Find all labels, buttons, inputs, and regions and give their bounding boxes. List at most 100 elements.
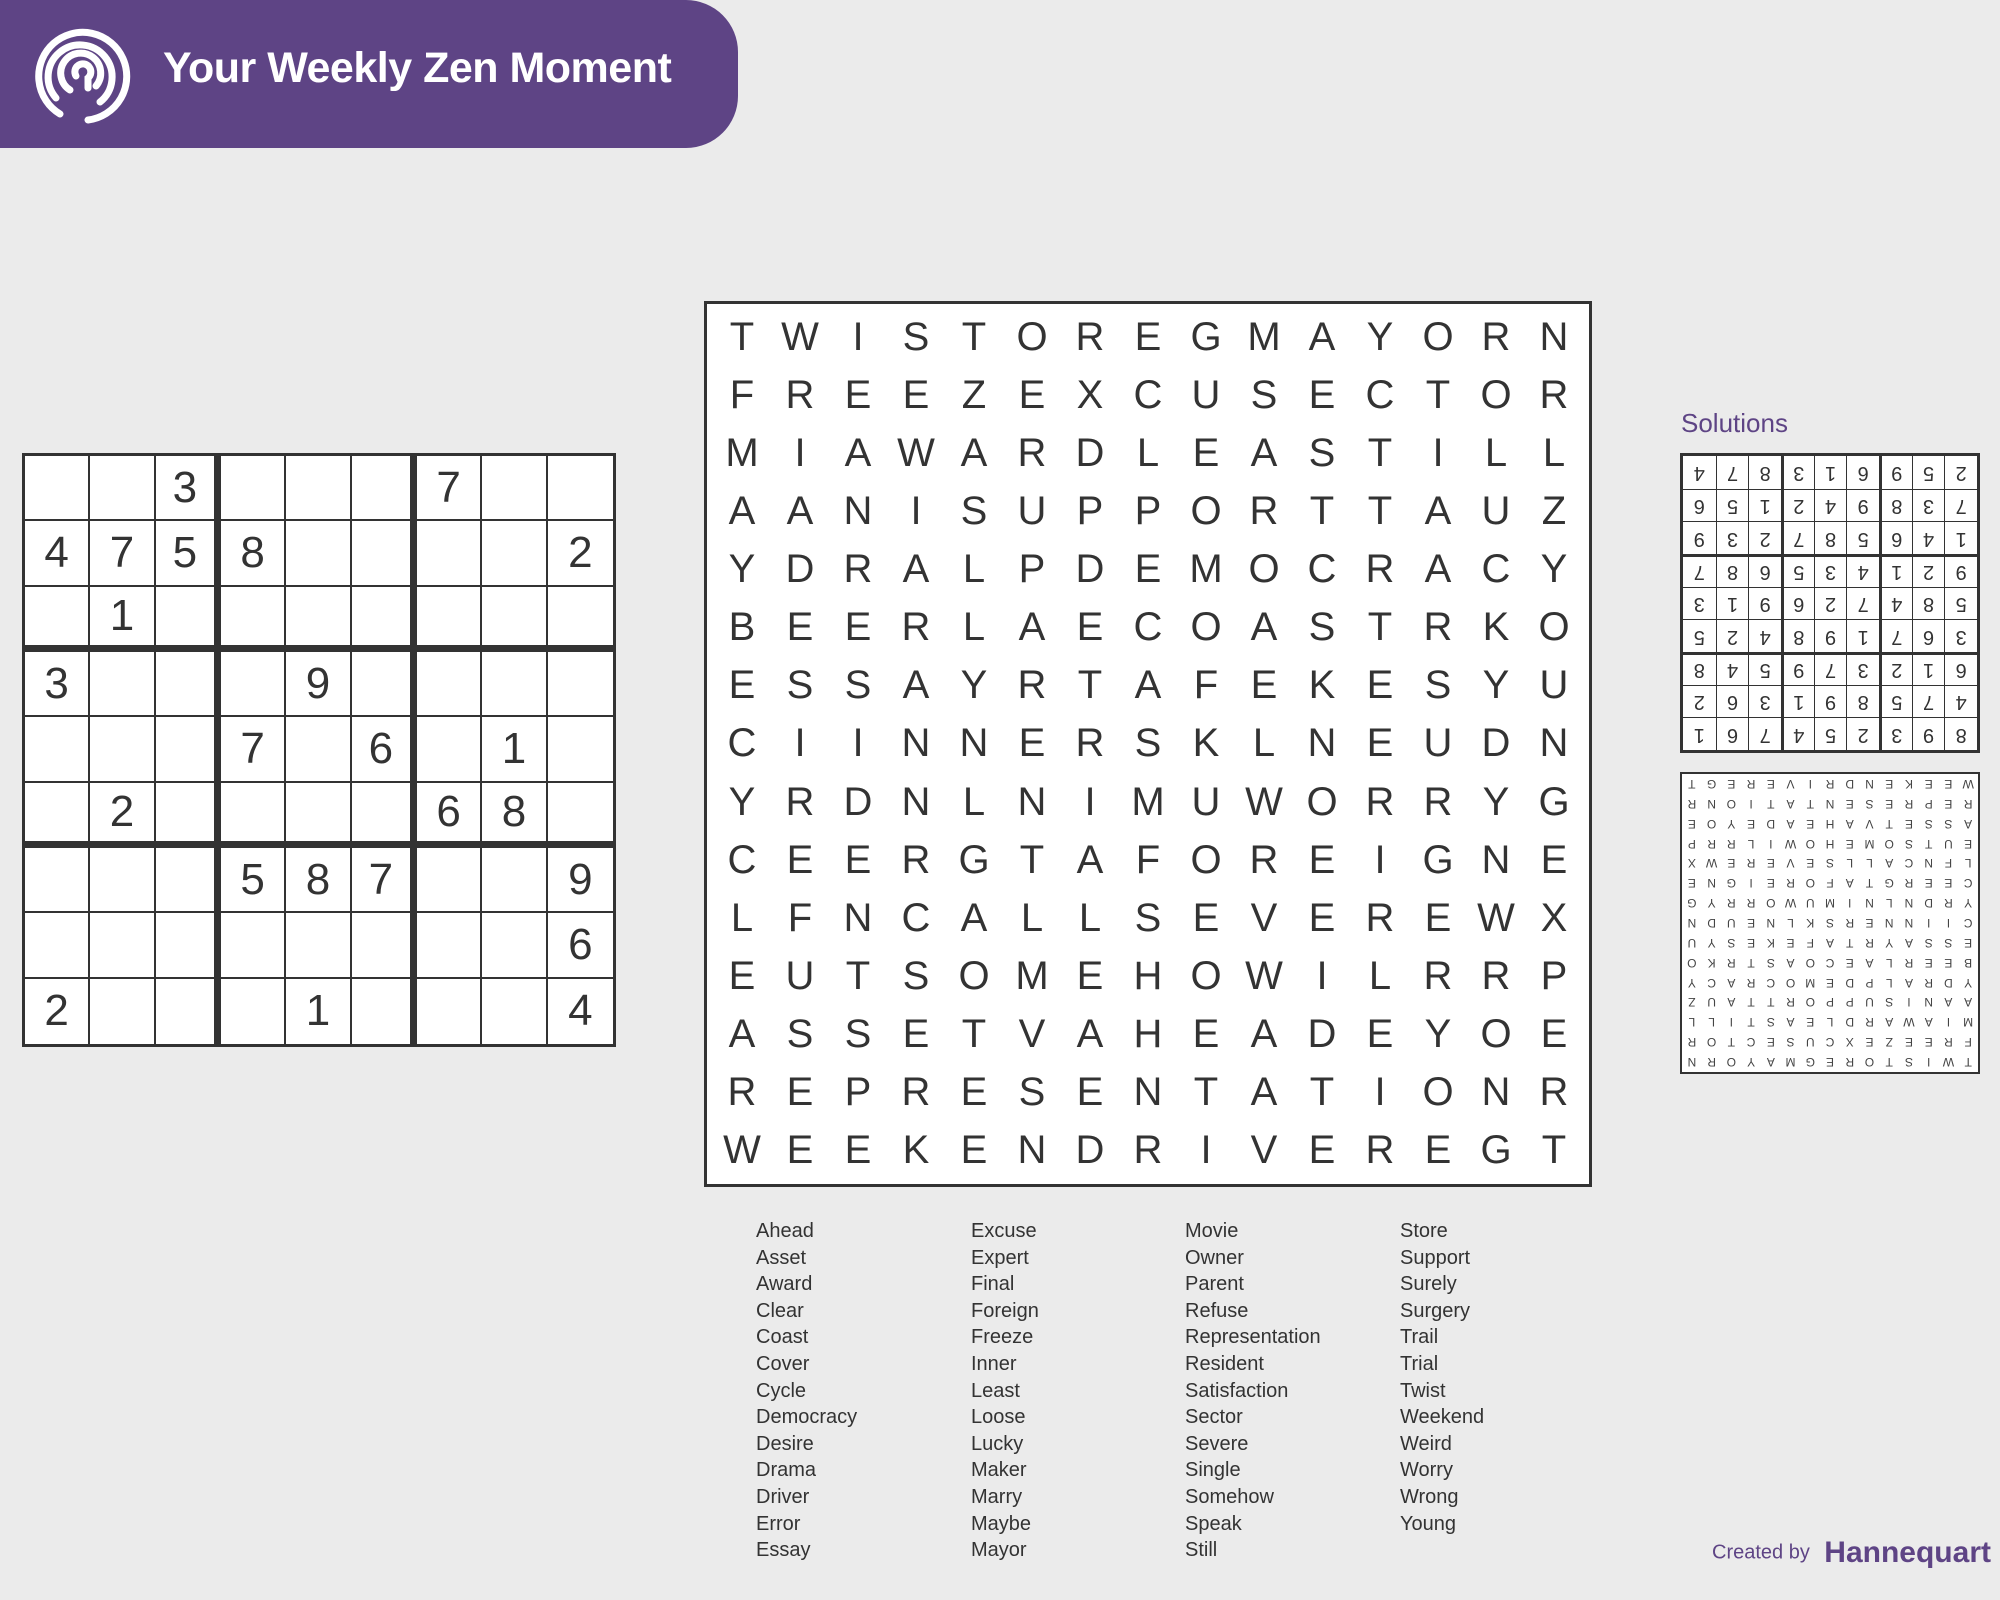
letter-cell: O [1480,1012,1512,1057]
letter-cell: E [1018,372,1046,417]
letter-cell: K [1806,916,1815,931]
sudoku-cell: 6 [1944,652,1977,685]
sudoku-cell [482,652,548,718]
letter-cell: L [730,895,754,940]
solutions-heading: Solutions [1681,408,1788,438]
letter-cell: E [1964,935,1973,950]
sudoku-cell [286,456,352,522]
letter-cell: O [1805,955,1815,970]
letter-cell: E [1308,372,1336,417]
sudoku-cell [90,913,156,979]
letter-cell: T [1925,836,1933,851]
word-list-item: Freeze [971,1326,1034,1349]
letter-cell: E [1192,895,1220,940]
letter-cell: T [1367,488,1393,533]
letter-cell: H [1133,1012,1163,1057]
word-list-item: Essay [756,1539,811,1562]
brand-logo: Hannequart [1824,1536,1991,1569]
letter-cell: S [1766,1015,1775,1030]
sudoku-cell [482,521,548,587]
letter-cell: T [1747,1015,1755,1030]
sudoku-cell [90,652,156,718]
sudoku-cell [155,848,221,914]
word-list-item: Expert [971,1246,1029,1269]
sudoku-cell: 1 [1715,586,1749,620]
word-list-item: Loose [971,1406,1026,1429]
letter-cell: A [1727,975,1736,990]
letter-cell: F [1944,856,1953,871]
letter-cell: T [845,954,871,999]
sudoku-cell: 4 [1911,521,1945,554]
letter-cell: A [1766,1055,1775,1070]
sudoku-cell: 2 [1846,717,1879,750]
letter-cell: E [1826,975,1835,990]
sudoku-cell: 1 [1944,521,1977,554]
letter-cell: E [1076,954,1104,999]
letter-cell: A [1076,1012,1104,1057]
sudoku-cell: 8 [1748,456,1781,489]
letter-cell: E [1944,796,1953,811]
letter-cell: S [1018,1070,1046,1115]
letter-cell: I [1200,1128,1212,1173]
letter-cell: T [1541,1128,1567,1173]
letter-cell: N [843,895,873,940]
letter-cell: A [1904,935,1913,950]
letter-cell: D [1845,776,1855,791]
sudoku-cell: 3 [25,652,91,718]
letter-cell: A [1944,995,1953,1010]
word-list-item: Representation [1185,1326,1321,1349]
word-list-item: Inner [971,1352,1017,1375]
letter-cell: C [1133,372,1163,417]
letter-cell: O [1706,816,1717,831]
sudoku-cell: 5 [1813,717,1847,750]
letter-cell: A [1885,1015,1894,1030]
letter-cell: R [1904,796,1914,811]
letter-cell: R [1481,314,1511,359]
letter-cell: B [1964,955,1973,970]
word-list-item: Young [1400,1512,1456,1535]
letter-cell: W [1962,776,1974,791]
letter-cell: A [728,1012,756,1057]
letter-cell: T [1019,837,1045,882]
letter-cell: O [1422,1070,1454,1115]
page-title: Your Weekly Zen Moment [163,44,672,92]
sudoku-cell [351,456,417,522]
word-list-item: Refuse [1185,1299,1249,1322]
letter-cell: R [1845,1055,1855,1070]
letter-cell: E [1747,916,1756,931]
letter-cell: O [1884,836,1894,851]
letter-cell: E [1308,837,1336,882]
letter-cell: B [728,605,756,650]
sudoku-cell: 6 [1683,488,1716,522]
letter-cell: A [1727,995,1736,1010]
sudoku-cell: 8 [221,521,287,587]
sudoku-cell: 8 [1683,652,1716,685]
letter-cell: R [1727,896,1736,911]
letter-cell: R [1423,605,1453,650]
letter-cell: E [1904,816,1913,831]
letter-cell: X [1845,1035,1854,1050]
letter-cell: D [1075,430,1105,475]
letter-cell: M [1015,954,1049,999]
letter-cell: E [1944,776,1953,791]
letter-cell: D [1707,916,1716,931]
letter-cell: E [1865,916,1874,931]
letter-cell: U [1687,935,1697,950]
sudoku-cell: 7 [221,717,287,783]
sudoku-cell: 4 [1879,586,1912,620]
sudoku-cell: 4 [1715,652,1749,685]
letter-cell: I [910,488,922,533]
letter-cell: F [1964,1035,1972,1050]
letter-cell: E [960,1128,988,1173]
letter-cell: H [1825,836,1835,851]
letter-cell: W [1784,836,1797,851]
sudoku-cell: 6 [1911,619,1945,652]
letter-cell: E [1018,721,1046,766]
letter-cell: P [844,1070,872,1115]
word-list-item: Driver [756,1485,810,1508]
letter-cell: C [1963,876,1973,891]
word-list-item: Weekend [1400,1406,1485,1429]
letter-cell: L [1708,1015,1715,1030]
word-list-item: Severe [1185,1432,1249,1455]
word-list-item: Somehow [1185,1485,1274,1508]
